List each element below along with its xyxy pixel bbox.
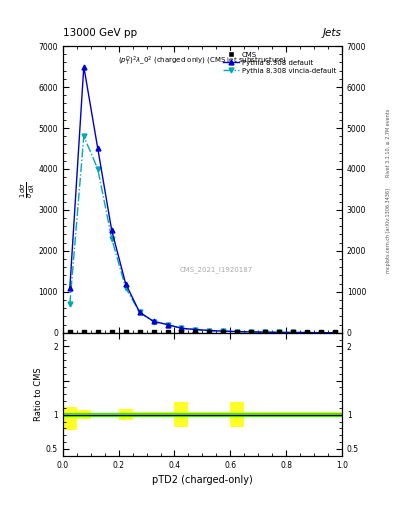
Y-axis label: $\frac{1}{\sigma}\frac{d\sigma}{d\lambda}$: $\frac{1}{\sigma}\frac{d\sigma}{d\lambda… [19,181,37,198]
Bar [286,412,300,417]
Text: Rivet 3.1.10, ≥ 2.7M events: Rivet 3.1.10, ≥ 2.7M events [386,109,391,178]
Bar [133,412,147,417]
Bar [77,410,91,419]
Bar [63,407,77,430]
Bar [258,412,272,417]
Legend: CMS, Pythia 8.308 default, Pythia 8.308 vincia-default: CMS, Pythia 8.308 default, Pythia 8.308 … [221,50,338,76]
Bar [202,412,217,417]
Bar [244,412,258,417]
Bar [272,412,286,417]
X-axis label: pTD2 (charged-only): pTD2 (charged-only) [152,475,253,485]
Bar [328,412,342,417]
Text: mcplots.cern.ch [arXiv:1306.3436]: mcplots.cern.ch [arXiv:1306.3436] [386,188,391,273]
Bar [314,412,328,417]
Bar [91,413,105,417]
Bar [189,412,202,417]
Y-axis label: Ratio to CMS: Ratio to CMS [34,368,43,421]
Text: $(p_T^D)^2\lambda\_0^2$ (charged only) (CMS jet substructure): $(p_T^D)^2\lambda\_0^2$ (charged only) (… [118,55,287,68]
Bar [300,412,314,417]
Text: 13000 GeV pp: 13000 GeV pp [63,28,137,38]
Bar [105,413,119,417]
Bar [63,413,342,416]
Text: Jets: Jets [323,28,342,38]
Bar [216,412,230,417]
Text: CMS_2021_I1920187: CMS_2021_I1920187 [180,266,253,273]
Bar [147,412,161,417]
Bar [230,402,244,427]
Bar [119,409,133,420]
Bar [161,412,174,417]
Bar [174,402,189,427]
